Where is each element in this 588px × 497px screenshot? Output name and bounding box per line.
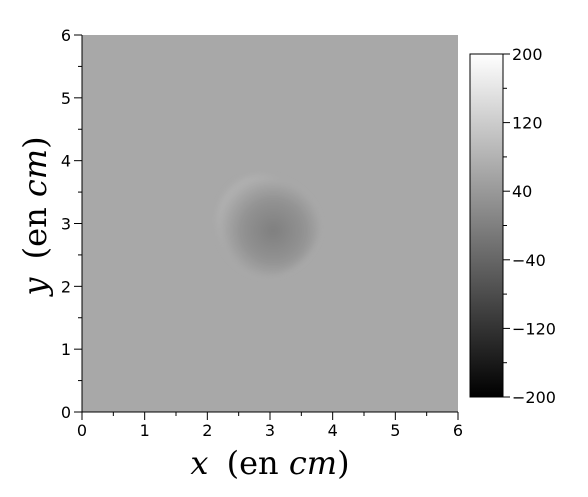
colorbar-tick-label: 200 xyxy=(512,45,543,64)
x-tick-label: 6 xyxy=(453,421,463,440)
x-axis: 0 1 2 3 4 5 6 xyxy=(77,412,463,440)
colorbar-scale xyxy=(470,54,503,397)
colorbar-tick-label: 120 xyxy=(512,114,543,133)
y-tick-label: 1 xyxy=(61,340,71,359)
x-tick-label: 1 xyxy=(140,421,150,440)
x-tick-label: 5 xyxy=(390,421,400,440)
y-tick-label: 2 xyxy=(61,277,71,296)
y-tick-label: 4 xyxy=(61,152,71,171)
y-axis: 0 1 2 3 4 5 6 xyxy=(61,26,82,422)
y-tick-label: 0 xyxy=(61,403,71,422)
y-axis-label: y (en cm) xyxy=(16,136,54,297)
colorbar-tick-label: −200 xyxy=(512,388,556,407)
colorbar-tick-label: −120 xyxy=(512,319,556,338)
colorbar-tick-label: −40 xyxy=(512,251,546,270)
y-tick-label: 5 xyxy=(61,89,71,108)
x-tick-label: 3 xyxy=(265,421,275,440)
x-tick-label: 4 xyxy=(328,421,338,440)
y-tick-label: 3 xyxy=(61,215,71,234)
colorbar: 200 120 40 −40 −120 −200 xyxy=(470,45,556,407)
colorbar-tick-label: 40 xyxy=(512,182,532,201)
plot-area xyxy=(82,35,458,412)
x-axis-label: x (en cm) xyxy=(190,444,349,482)
x-tick-label: 0 xyxy=(77,421,87,440)
x-tick-label: 2 xyxy=(202,421,212,440)
y-tick-label: 6 xyxy=(61,26,71,45)
